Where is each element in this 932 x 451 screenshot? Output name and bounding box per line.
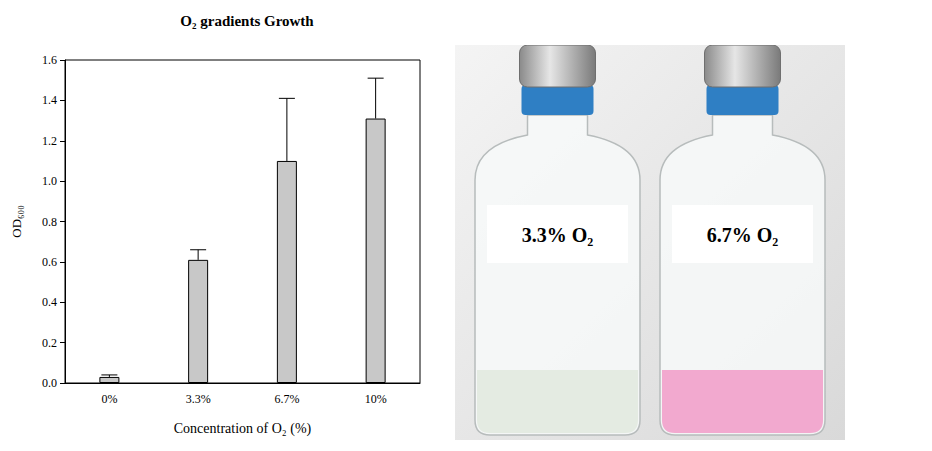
svg-text:1.6: 1.6 (42, 53, 57, 67)
svg-text:1.4: 1.4 (42, 93, 57, 107)
svg-text:3.3% O₂: 3.3% O₂ (522, 224, 594, 246)
svg-text:0%: 0% (101, 392, 117, 406)
svg-text:0.4: 0.4 (42, 295, 57, 309)
svg-text:1.2: 1.2 (42, 134, 57, 148)
svg-text:0.2: 0.2 (42, 336, 57, 350)
svg-text:0.0: 0.0 (42, 376, 57, 390)
svg-text:10%: 10% (365, 392, 387, 406)
svg-text:0.8: 0.8 (42, 215, 57, 229)
svg-text:3.3%: 3.3% (186, 392, 211, 406)
svg-text:OD₆₀₀: OD₆₀₀ (9, 205, 24, 237)
svg-text:O₂ gradients Growth: O₂ gradients Growth (180, 13, 314, 29)
svg-text:6.7% O₂: 6.7% O₂ (707, 224, 779, 246)
svg-text:Concentration of O₂ (%): Concentration of O₂ (%) (174, 421, 312, 437)
svg-text:6.7%: 6.7% (274, 392, 299, 406)
svg-text:0.6: 0.6 (42, 255, 57, 269)
svg-text:1.0: 1.0 (42, 174, 57, 188)
